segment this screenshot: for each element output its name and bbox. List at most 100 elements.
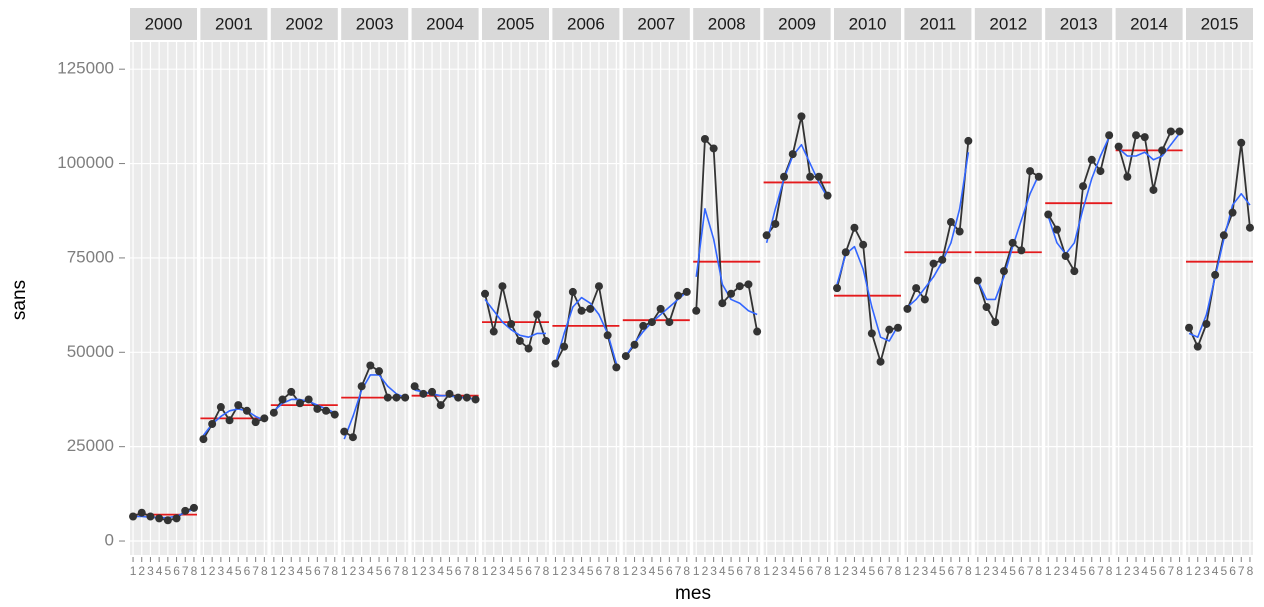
x-tick-label: 5: [1221, 564, 1228, 578]
data-point: [1211, 270, 1220, 279]
x-tick-label: 1: [411, 564, 418, 578]
data-point: [806, 172, 815, 181]
x-tick-label: 6: [1159, 564, 1166, 578]
data-point: [515, 336, 524, 345]
strip-label: 2011: [920, 14, 957, 33]
data-point: [1166, 127, 1175, 136]
strip: [341, 8, 409, 40]
panel: [1186, 42, 1253, 555]
x-tick-label: 1: [834, 564, 841, 578]
x-tick-label: 4: [860, 564, 867, 578]
x-tick-label: 8: [613, 564, 620, 578]
x-tick-label: 8: [965, 564, 972, 578]
x-tick-label: 8: [824, 564, 831, 578]
x-tick-label: 1: [693, 564, 700, 578]
data-point: [340, 427, 349, 436]
x-tick-label: 7: [182, 564, 189, 578]
x-tick-label: 7: [956, 564, 963, 578]
x-tick-label: 8: [1035, 564, 1042, 578]
x-tick-label: 7: [816, 564, 823, 578]
x-tick-label: 3: [218, 564, 225, 578]
data-line: [554, 282, 618, 368]
x-tick-label: 3: [1133, 564, 1140, 578]
data-point: [330, 410, 339, 419]
data-point: [568, 287, 577, 296]
x-tick-label: 1: [1115, 564, 1122, 578]
panel: [1115, 42, 1183, 555]
strip-label: 2015: [1201, 14, 1239, 33]
panel: [552, 42, 620, 555]
data-point: [462, 393, 471, 402]
x-tick-label: 4: [226, 564, 233, 578]
data-point: [788, 150, 797, 159]
data-point: [208, 420, 217, 429]
data-point: [744, 280, 753, 289]
data-point: [912, 284, 921, 293]
x-tick-label: 2: [842, 564, 849, 578]
panel: [411, 42, 479, 555]
x-tick-label: 6: [384, 564, 391, 578]
smooth-line: [1188, 192, 1251, 338]
x-tick-label: 6: [596, 564, 603, 578]
data-point: [1132, 131, 1141, 140]
x-tick-label: 5: [869, 564, 876, 578]
x-tick-label: 8: [402, 564, 409, 578]
x-tick-label: 4: [508, 564, 515, 578]
data-point: [348, 433, 357, 442]
x-tick-label: 7: [393, 564, 400, 578]
x-tick-label: 3: [640, 564, 647, 578]
data-point: [216, 403, 225, 412]
x-tick-label: 5: [1150, 564, 1157, 578]
data-point: [1219, 231, 1228, 240]
y-tick-label: 75000: [67, 247, 114, 266]
x-tick-label: 5: [657, 564, 664, 578]
x-tick-label: 8: [754, 564, 761, 578]
panel: [763, 42, 831, 555]
x-tick-label: 7: [1238, 564, 1245, 578]
y-tick-label: 100000: [57, 153, 114, 172]
x-tick-label: 5: [728, 564, 735, 578]
x-tick-label: 2: [913, 564, 920, 578]
x-tick-label: 4: [1001, 564, 1008, 578]
x-tick-label: 7: [252, 564, 259, 578]
data-point: [1149, 185, 1158, 194]
strip: [1115, 8, 1183, 40]
data-point: [1079, 182, 1088, 191]
x-tick-label: 5: [1009, 564, 1016, 578]
strip: [482, 8, 549, 40]
data-point: [313, 404, 322, 413]
data-point: [1105, 131, 1114, 140]
x-tick-label: 3: [570, 564, 577, 578]
x-tick-label: 6: [244, 564, 251, 578]
panel: [200, 42, 268, 555]
x-tick-label: 5: [517, 564, 524, 578]
x-tick-label: 1: [975, 564, 982, 578]
data-point: [876, 357, 885, 366]
x-axis-label: mes: [675, 583, 711, 604]
data-point: [859, 240, 868, 249]
smooth-line: [1047, 136, 1110, 255]
x-tick-label: 3: [499, 564, 506, 578]
x-tick-label: 2: [1194, 564, 1201, 578]
data-point: [189, 503, 198, 512]
data-point: [533, 310, 542, 319]
data-point: [682, 287, 691, 296]
x-tick-label: 7: [604, 564, 611, 578]
data-point: [833, 284, 842, 293]
smooth-line: [906, 152, 970, 308]
x-tick-label: 5: [376, 564, 383, 578]
x-tick-label: 7: [675, 564, 682, 578]
data-point: [269, 408, 278, 417]
x-tick-label: 4: [789, 564, 796, 578]
x-tick-label: 1: [482, 564, 489, 578]
data-point: [260, 414, 269, 423]
panel: [341, 42, 409, 555]
data-point: [603, 331, 612, 340]
data-point: [295, 399, 304, 408]
x-tick-label: 1: [552, 564, 559, 578]
data-point: [594, 282, 603, 291]
x-tick-label: 6: [525, 564, 532, 578]
data-point: [946, 218, 955, 227]
data-point: [1158, 146, 1167, 155]
x-tick-label: 8: [331, 564, 338, 578]
